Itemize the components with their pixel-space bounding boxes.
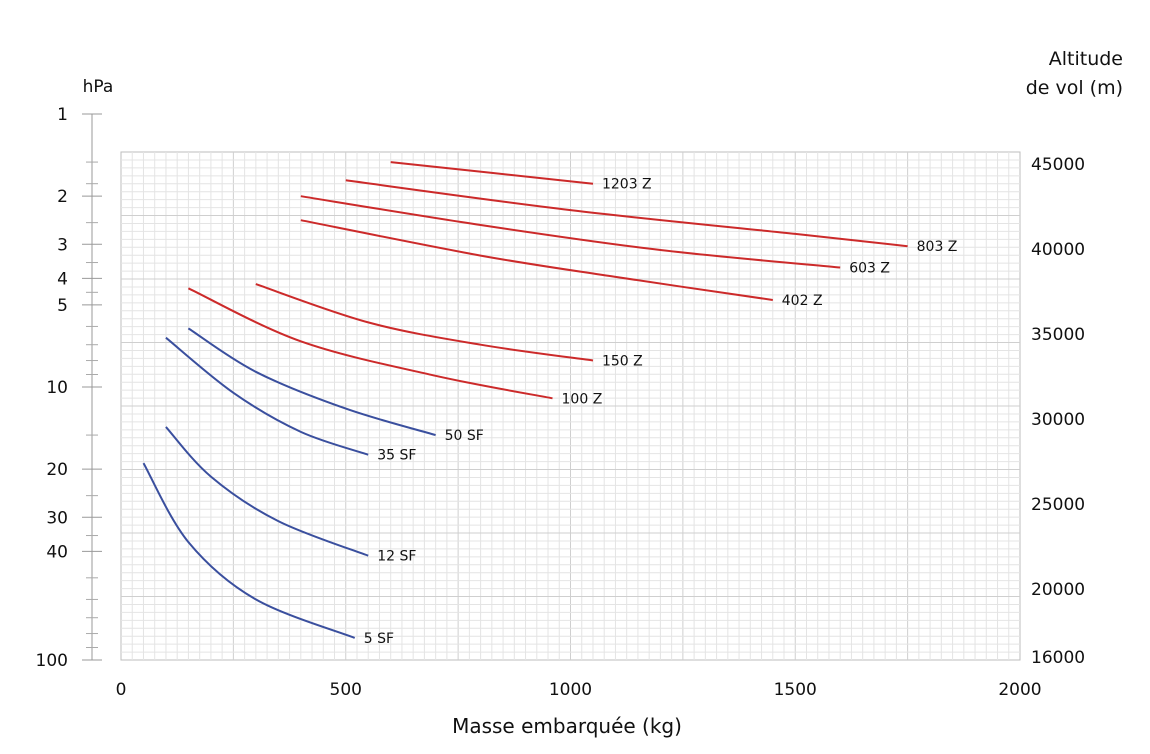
left-tick-label: 40 [46,542,68,562]
curve-label-50-sf: 50 SF [445,428,484,444]
curve-603-z [300,195,841,269]
x-axis-title: Masse embarquée (kg) [452,714,682,738]
plot-grid [120,151,1021,661]
curve-150-z [255,283,594,362]
curve-label-803-z: 803 Z [917,239,958,255]
y-left-title: hPa [83,77,114,97]
curve-label-603-z: 603 Z [849,261,890,277]
left-tick-label: 4 [57,269,68,289]
curve-label-12-sf: 12 SF [377,549,416,565]
left-tick-label: 1 [57,105,68,125]
left-pressure-axis: 1 2 3 4 5 10 20 30 40 100 [36,105,102,671]
curve-5-sf [142,462,356,639]
x-tick-label: 1000 [549,680,592,700]
curve-label-5-sf: 5 SF [364,631,394,647]
curve-402-z [300,219,773,301]
right-tick-label: 16000 [1031,648,1085,668]
right-tick-label: 45000 [1031,155,1085,175]
curve-50-sf [187,327,436,437]
curve-35-sf [165,336,369,456]
y-right-title-line2: de vol (m) [1026,77,1123,99]
curve-label-402-z: 402 Z [782,293,823,309]
curves: 1203 Z 803 Z 603 Z 402 Z 150 Z 100 Z 50 SF 35 S… [142,161,958,647]
left-tick-label: 2 [57,187,68,207]
x-tick-label: 2000 [998,680,1041,700]
x-tick-label: 1500 [774,680,817,700]
right-tick-label: 20000 [1031,580,1085,600]
curve-803-z [345,179,908,248]
left-tick-label: 20 [46,460,68,480]
right-tick-label: 25000 [1031,495,1085,515]
curve-label-1203-z: 1203 Z [602,177,652,193]
x-tick-label: 500 [330,680,362,700]
curve-12-sf [165,426,369,557]
left-tick-label: 10 [46,378,68,398]
curve-100-z [187,287,553,400]
y-right-title-line1: Altitude [1049,48,1123,70]
x-axis: 0 500 1000 1500 2000 [116,680,1042,700]
x-tick-label: 0 [116,680,127,700]
left-tick-label: 5 [57,296,68,316]
curve-label-100-z: 100 Z [562,391,603,407]
left-tick-label: 3 [57,235,68,255]
right-tick-label: 30000 [1031,410,1085,430]
right-altitude-axis: 45000 40000 35000 30000 25000 20000 16000 [1031,155,1085,668]
curve-label-150-z: 150 Z [602,354,643,370]
right-tick-label: 40000 [1031,240,1085,260]
left-tick-label: 30 [46,508,68,528]
curve-label-35-sf: 35 SF [377,448,416,464]
curve-1203-z [390,161,594,185]
right-tick-label: 35000 [1031,325,1085,345]
left-tick-label: 100 [36,651,68,671]
